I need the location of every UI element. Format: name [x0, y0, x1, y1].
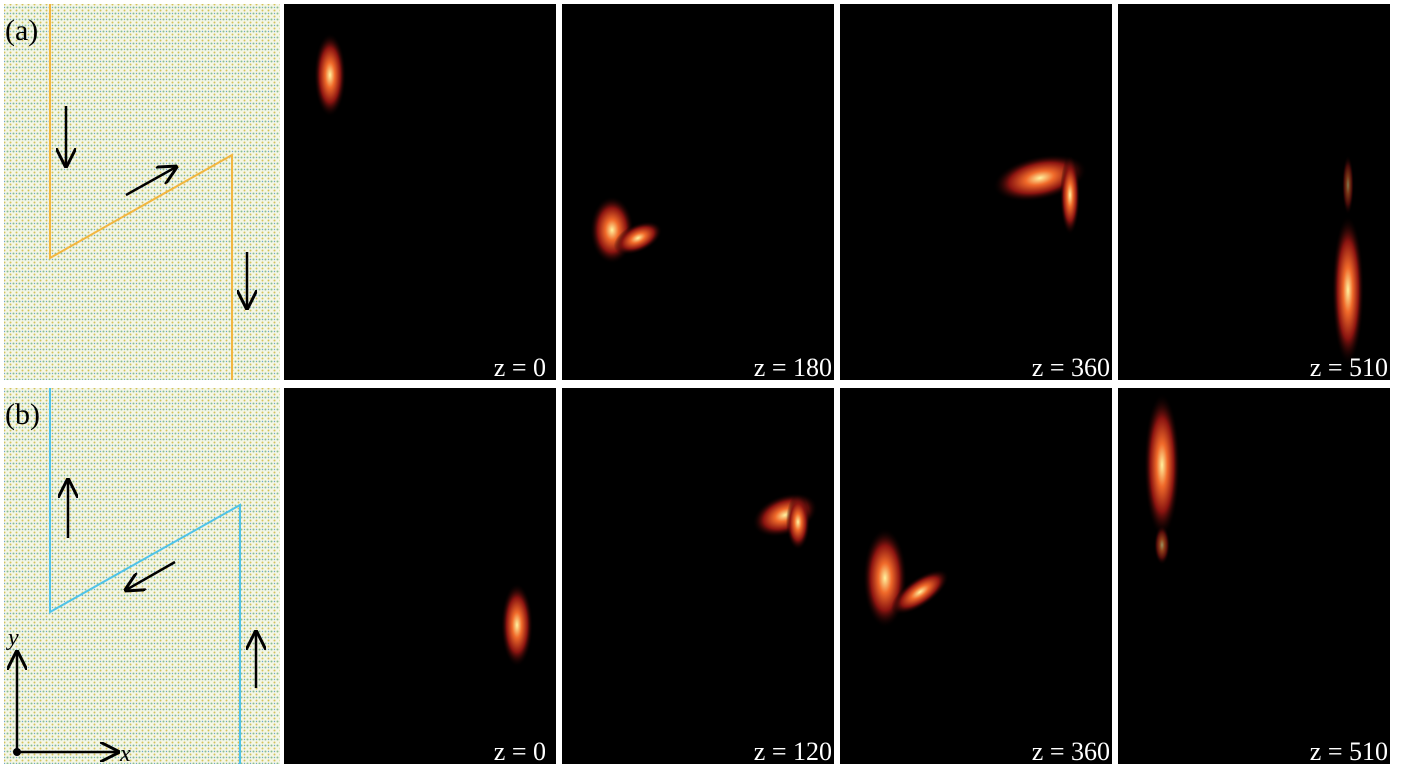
frames: [284, 4, 1390, 764]
z-label: z = 510: [1310, 353, 1388, 382]
row-label: (a): [5, 14, 38, 47]
z-label: z = 360: [1032, 353, 1110, 382]
origin: [13, 748, 21, 756]
z-label: z = 360: [1032, 737, 1110, 766]
beams: [314, 33, 1364, 667]
path-outline: [49, 388, 241, 764]
path-outline: [49, 4, 233, 380]
z-label: z = 0: [494, 737, 546, 766]
arrows: [66, 106, 247, 308]
frame-labels: z = 0 z = 180 z = 360 z = 510 z = 0 z = …: [494, 353, 1388, 766]
z-label: z = 510: [1310, 737, 1388, 766]
axis-label: y: [6, 625, 19, 651]
arrows: [17, 480, 256, 752]
z-label: z = 180: [754, 353, 832, 382]
row-label: (b): [5, 398, 40, 431]
axis-label: x: [119, 741, 131, 766]
lattice-panel: [4, 388, 280, 764]
z-label: z = 120: [754, 737, 832, 766]
lattice-panel: [4, 4, 280, 380]
z-label: z = 0: [494, 353, 546, 382]
